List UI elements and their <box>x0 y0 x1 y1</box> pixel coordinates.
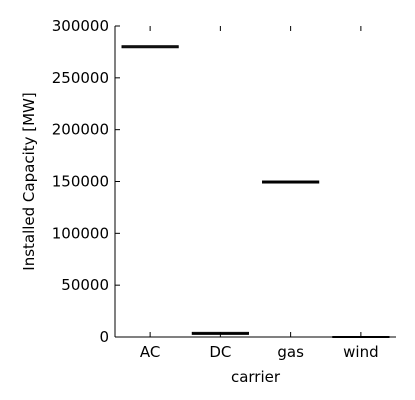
x-tick-label: gas <box>277 343 304 361</box>
chart-marks <box>121 45 390 338</box>
y-tick-label: 150000 <box>52 173 109 191</box>
x-tick-label: wind <box>343 343 378 361</box>
x-tick-label: AC <box>140 343 160 361</box>
y-tick-label: 300000 <box>52 17 109 35</box>
axes: 0 50000 100000 150000 200000 250000 300000 AC DC… <box>52 17 396 361</box>
y-tick-label: 250000 <box>52 69 109 87</box>
y-axis-title: Installed Capacity [MW] <box>20 92 38 270</box>
y-tick-label: 0 <box>99 328 109 346</box>
y-tick-label: 50000 <box>61 276 109 294</box>
x-tick-label: DC <box>209 343 231 361</box>
y-tick-label: 100000 <box>52 224 109 242</box>
x-axis-title: carrier <box>231 368 281 386</box>
y-tick-label: 200000 <box>52 121 109 139</box>
